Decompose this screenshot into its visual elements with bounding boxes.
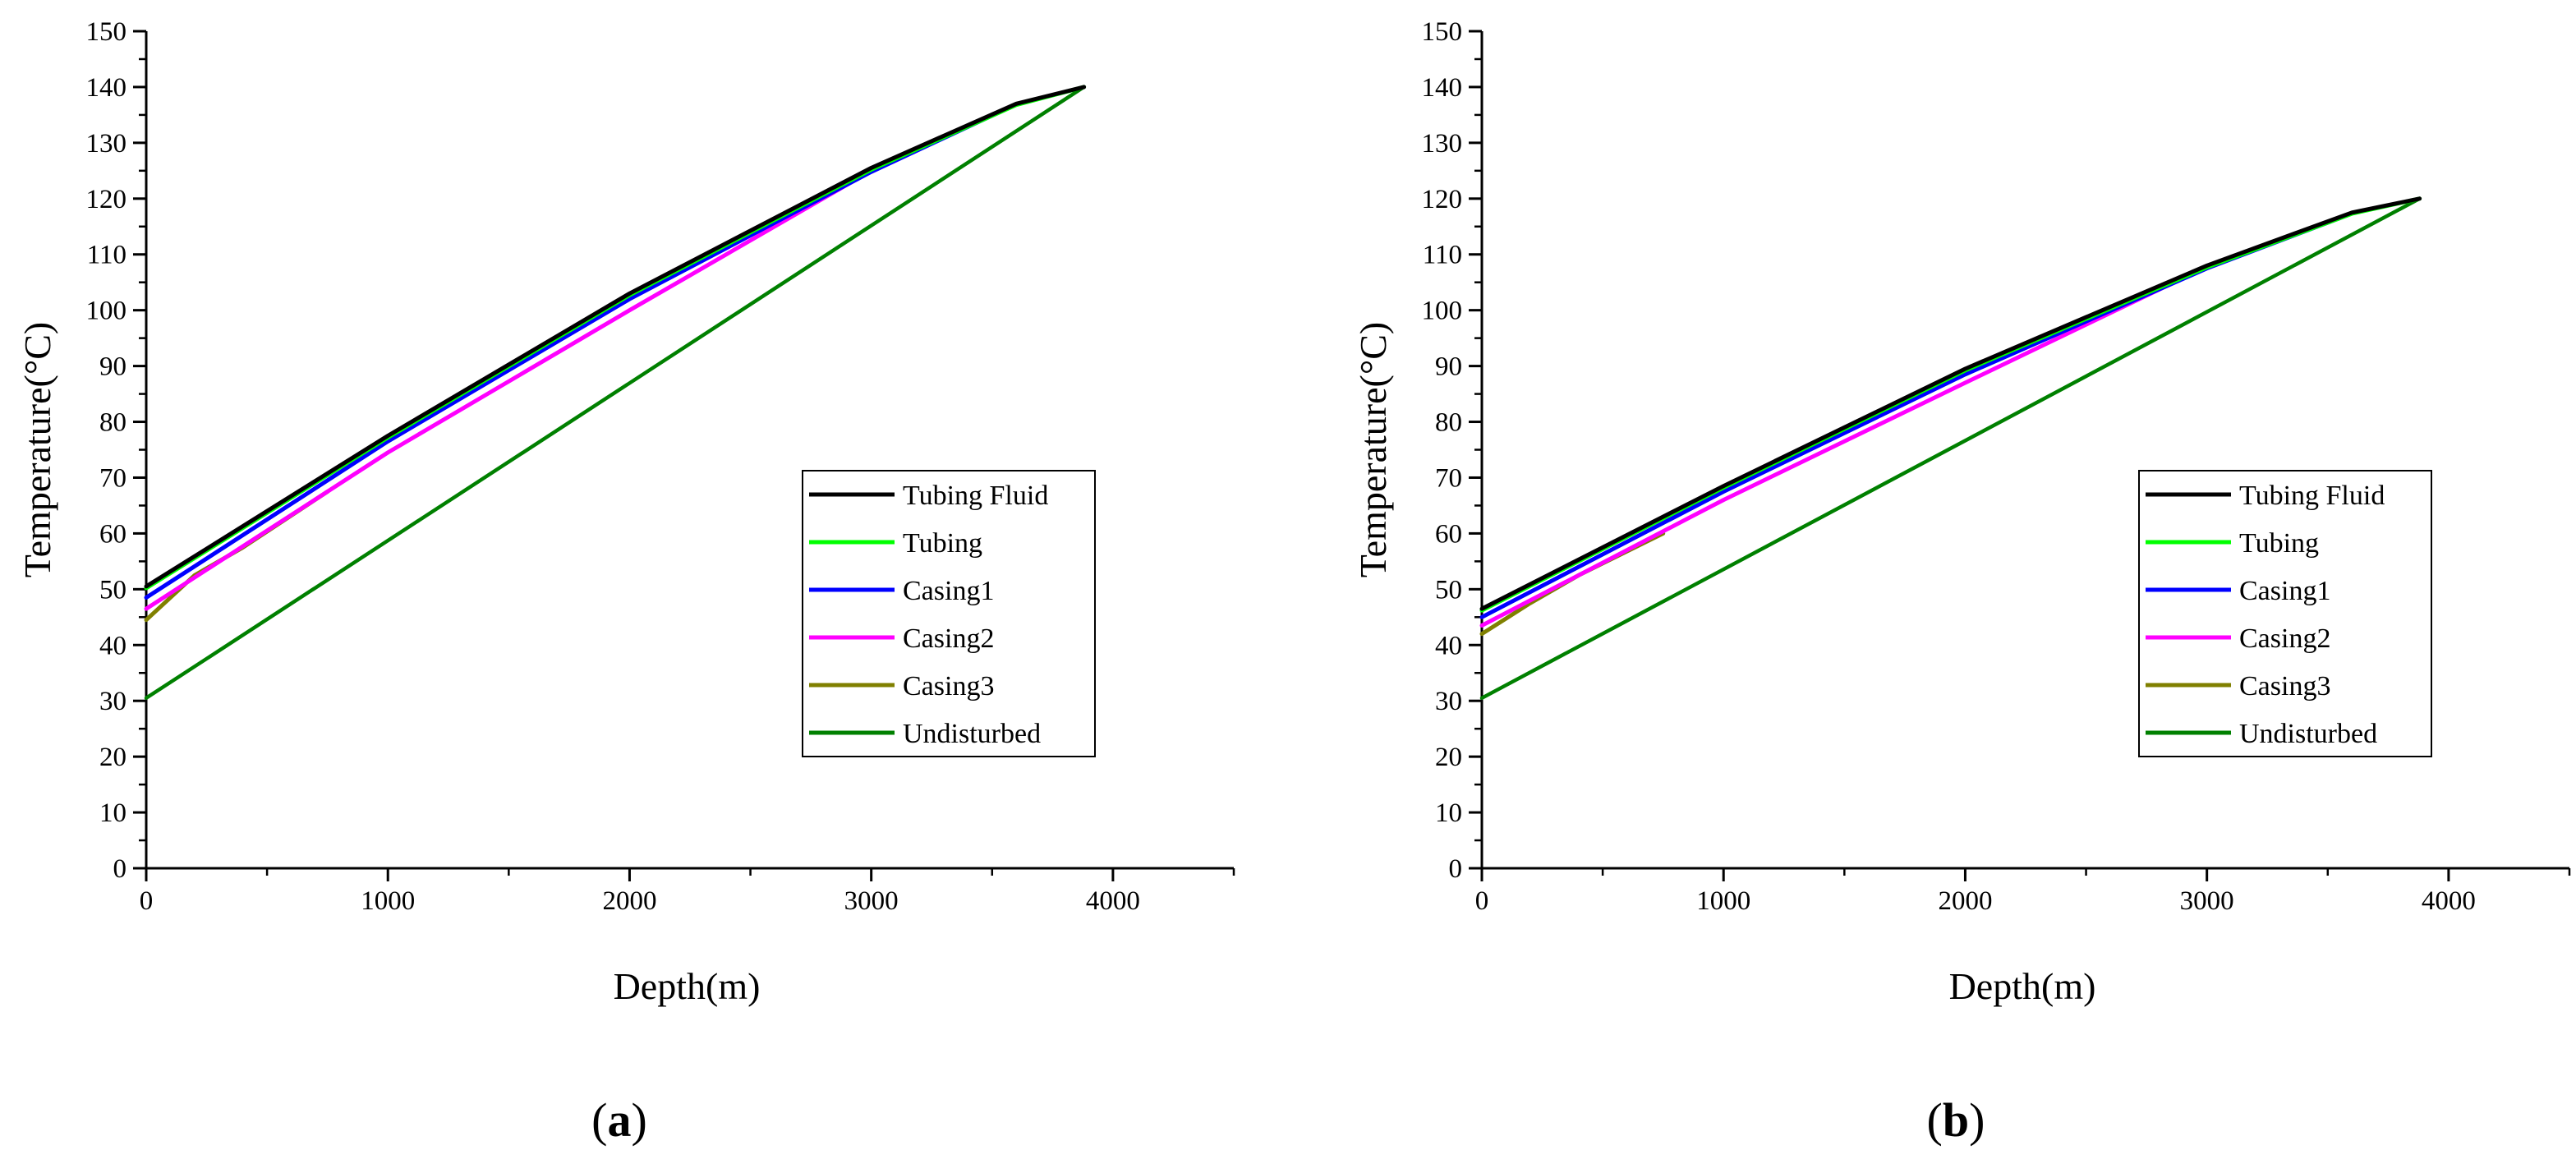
series-line-tubing-fluid (1479, 196, 2422, 611)
y-axis-title: Temperature(°C) (16, 322, 58, 577)
panel-caption: (a) (591, 1093, 647, 1147)
y-tick-label: 40 (99, 631, 126, 660)
legend-label: Casing3 (903, 671, 994, 702)
y-tick-label: 100 (86, 297, 127, 326)
y-tick-label: 90 (1435, 352, 1462, 382)
x-tick-label: 2000 (602, 886, 656, 916)
legend-label: Undisturbed (2239, 719, 2377, 749)
legend-label: Tubing Fluid (903, 481, 1048, 511)
y-tick-label: 150 (86, 17, 127, 47)
legend-label: Undisturbed (903, 719, 1041, 749)
y-tick-label: 10 (1435, 798, 1462, 828)
y-tick-label: 0 (1449, 854, 1463, 884)
y-tick-label: 110 (1423, 241, 1462, 270)
series-line-casing2 (1479, 269, 2200, 628)
y-tick-label: 60 (99, 519, 126, 549)
legend: Tubing Fluid Tubing Casing1 Casing2 Casing3 U… (2138, 470, 2432, 757)
y-tick-label: 70 (1435, 463, 1462, 493)
legend-label: Tubing (903, 528, 982, 559)
legend-label: Tubing (2239, 528, 2319, 559)
series-line-casing3 (1479, 531, 1666, 637)
y-tick-label: 120 (1422, 185, 1463, 214)
x-tick-label: 4000 (2422, 886, 2476, 916)
y-tick-label: 120 (86, 185, 127, 214)
y-tick-label: 130 (86, 129, 127, 159)
y-tick-label: 80 (99, 408, 126, 438)
y-tick-label: 110 (87, 241, 126, 270)
x-tick-label: 3000 (2180, 886, 2234, 916)
x-tick-label: 1000 (361, 886, 415, 916)
x-tick-label: 2000 (1938, 886, 1992, 916)
series-line-casing2 (144, 174, 864, 611)
legend-label: Casing2 (2239, 623, 2330, 654)
y-tick-label: 100 (1422, 297, 1463, 326)
legend-label: Casing1 (903, 576, 994, 606)
y-tick-label: 50 (1435, 575, 1462, 605)
chart-panel-a: 0 10 20 30 40 50 60 70 80 90 100 110 120 130 140 150 0 10… (16, 17, 1235, 1147)
legend-label: Casing1 (2239, 576, 2330, 606)
x-tick-label: 0 (1475, 886, 1489, 916)
y-tick-label: 10 (99, 798, 126, 828)
y-tick-label: 30 (99, 687, 126, 716)
y-tick-label: 0 (113, 854, 127, 884)
y-tick-label: 60 (1435, 519, 1462, 549)
y-tick-label: 130 (1422, 129, 1463, 159)
x-tick-label: 4000 (1086, 886, 1140, 916)
y-tick-label: 140 (86, 73, 127, 103)
y-tick-label: 40 (1435, 631, 1462, 660)
legend: Tubing Fluid Tubing Casing1 Casing2 Casing3 U… (802, 470, 1096, 757)
legend-label: Casing2 (903, 623, 994, 654)
x-tick-label: 1000 (1696, 886, 1750, 916)
y-tick-label: 90 (99, 352, 126, 382)
y-tick-label: 140 (1422, 73, 1463, 103)
y-tick-label: 30 (1435, 687, 1462, 716)
x-tick-label: 0 (140, 886, 154, 916)
y-tick-label: 50 (99, 575, 126, 605)
x-axis-title: Depth(m) (614, 965, 761, 1007)
chart-panel-b: 0 10 20 30 40 50 60 70 80 90 100 110 120 130 140 150 0 10… (1352, 17, 2571, 1147)
y-tick-label: 20 (1435, 743, 1462, 772)
legend-label: Casing3 (2239, 671, 2330, 702)
y-tick-label: 150 (1422, 17, 1463, 47)
series-line-undisturbed (1479, 196, 2422, 701)
x-tick-label: 3000 (844, 886, 899, 916)
y-tick-label: 80 (1435, 408, 1462, 438)
legend-label: Tubing Fluid (2239, 481, 2385, 511)
legend-box (802, 470, 1096, 757)
y-axis-title: Temperature(°C) (1352, 322, 1394, 577)
y-tick-label: 70 (99, 463, 126, 493)
x-axis-title: Depth(m) (1949, 965, 2096, 1007)
legend-box (2138, 470, 2432, 757)
series-line-undisturbed (144, 85, 1086, 701)
panel-caption: (b) (1927, 1093, 1985, 1147)
series-line-tubing-fluid (144, 85, 1087, 589)
y-tick-label: 20 (99, 743, 126, 772)
